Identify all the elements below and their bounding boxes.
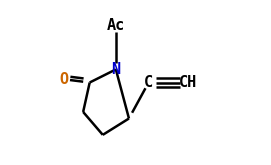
Text: N: N [111, 62, 120, 77]
Text: O: O [59, 72, 68, 87]
Text: CH: CH [179, 75, 197, 90]
Text: C: C [144, 75, 153, 90]
Text: Ac: Ac [107, 18, 125, 33]
